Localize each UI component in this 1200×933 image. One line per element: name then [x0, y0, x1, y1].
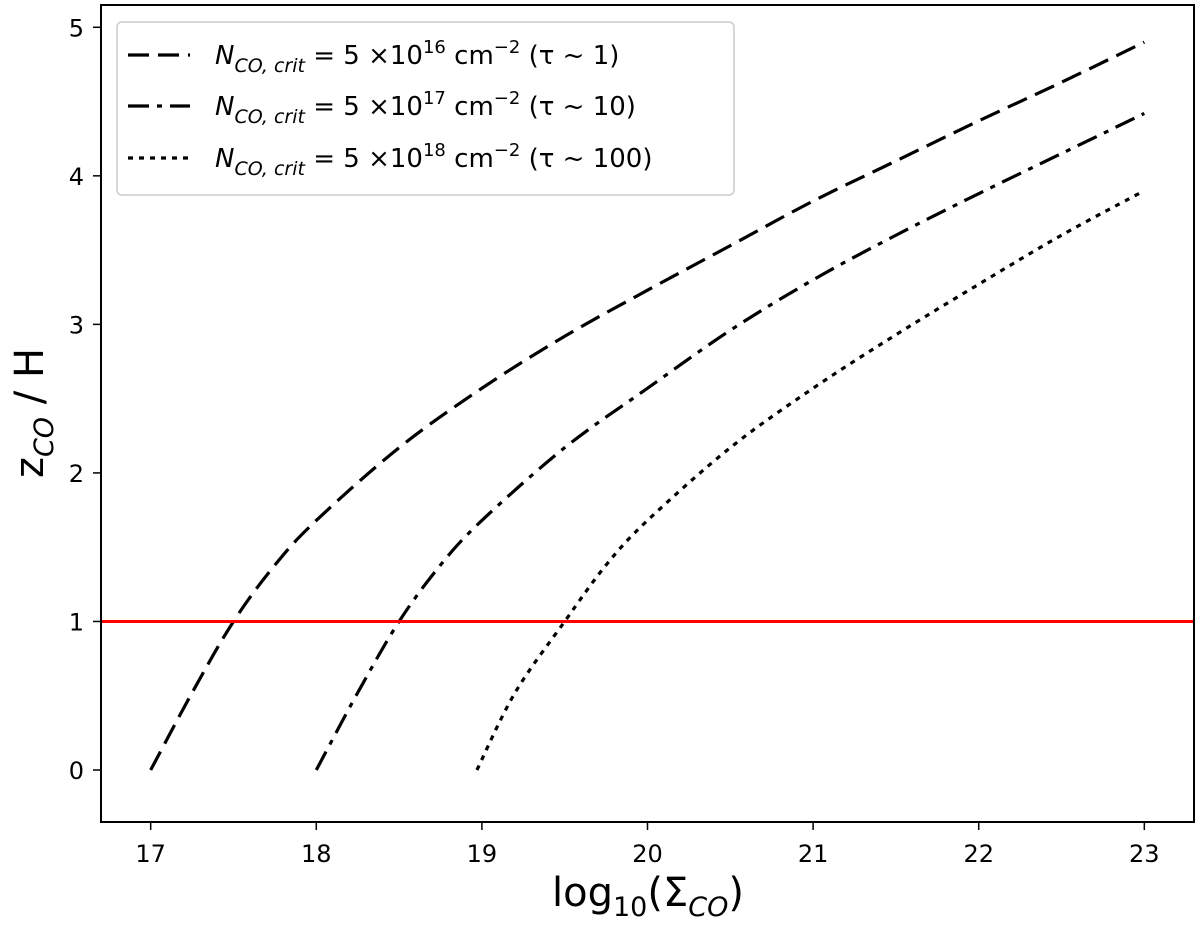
legend-entry-1-tau: (τ ~ 1) — [520, 41, 619, 71]
legend-entry-2-exp: 17 — [423, 88, 446, 109]
x-axis-label-close: ) — [728, 870, 744, 916]
legend-entry-1-label: NCO, crit = 5 ×1016 cm−2 (τ ~ 1) — [215, 37, 619, 77]
legend-entry-2-unit-exp: −2 — [494, 88, 521, 109]
y-axis-label-z-sub: CO — [29, 417, 60, 457]
legend-entry-1-n-sub: CO, crit — [234, 55, 306, 77]
legend-entry-3-unit-exp: −2 — [494, 140, 521, 161]
series-1-line — [149, 40, 1146, 771]
y-tick-label: 0 — [69, 757, 84, 785]
legend-entry-3-exp: 18 — [423, 140, 446, 161]
y-axis-label-rest: / H — [7, 348, 53, 417]
y-tick-label: 5 — [69, 14, 84, 42]
legend-entry-1-eq: = 5 ×10 — [305, 41, 423, 71]
legend-entry-3-tau: (τ ~ 100) — [520, 144, 652, 174]
legend-entry-2-tau: (τ ~ 10) — [520, 92, 636, 122]
legend-entry-2-eq: = 5 ×10 — [305, 92, 423, 122]
x-axis-label-sigma-sub: CO — [688, 892, 728, 923]
legend-entry-3-eq: = 5 ×10 — [305, 144, 423, 174]
x-tick-label: 22 — [963, 840, 994, 868]
x-tick-label: 23 — [1129, 840, 1160, 868]
legend-entry-2-unit: cm — [446, 92, 494, 122]
legend-entry-3-label: NCO, crit = 5 ×1018 cm−2 (τ ~ 100) — [215, 140, 652, 180]
legend-box — [116, 21, 735, 196]
legend-entry-1-exp: 16 — [423, 37, 446, 58]
x-axis-label: log10(ΣCO) — [552, 870, 744, 923]
plot-frame — [100, 4, 1195, 823]
y-tick-label: 3 — [69, 311, 84, 339]
y-tick-label: 4 — [69, 163, 84, 191]
legend-entry-2-n: N — [215, 92, 234, 122]
series-3-line — [475, 189, 1146, 771]
legend-entry-1-n: N — [215, 41, 234, 71]
legend-entry-1-unit: cm — [446, 41, 494, 71]
x-tick-label: 21 — [798, 840, 829, 868]
y-axis-label-z: z — [7, 457, 53, 478]
x-axis-label-base: log — [552, 870, 613, 916]
x-tick-label: 17 — [135, 840, 166, 868]
x-tick-label: 18 — [301, 840, 332, 868]
x-axis-label-open: (Σ — [647, 870, 688, 916]
y-tick-label: 1 — [69, 608, 84, 636]
x-axis-label-base-sub: 10 — [613, 892, 647, 923]
y-axis-label: zCO / H — [7, 348, 60, 478]
legend-entry-1-unit-exp: −2 — [494, 37, 521, 58]
y-tick-label: 2 — [69, 460, 84, 488]
legend-entry-3-n-sub: CO, crit — [234, 158, 306, 180]
legend-entry-2-label: NCO, crit = 5 ×1017 cm−2 (τ ~ 10) — [215, 88, 636, 128]
legend-entry-2-n-sub: CO, crit — [234, 106, 306, 128]
legend-entry-3-unit: cm — [446, 144, 494, 174]
x-tick-label: 19 — [467, 840, 498, 868]
legend-swatches — [128, 53, 190, 160]
legend-entry-3-n: N — [215, 144, 234, 174]
x-tick-label: 20 — [632, 840, 663, 868]
